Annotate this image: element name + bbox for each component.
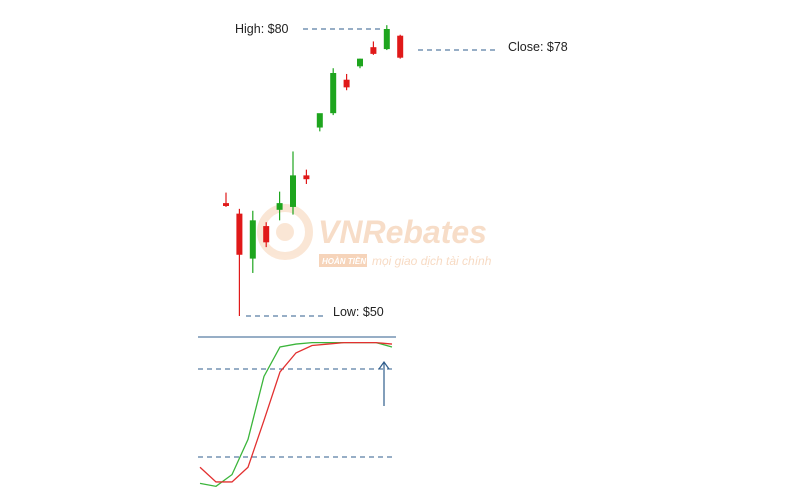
candle-body-down (343, 79, 350, 88)
low-label: Low: $50 (333, 305, 384, 319)
close-label: Close: $78 (508, 40, 568, 54)
candle-body-down (263, 226, 270, 243)
candle (370, 41, 377, 55)
candle (343, 73, 350, 91)
candle-body-up (249, 220, 256, 259)
watermark-badge (319, 254, 367, 267)
candle (249, 210, 256, 273)
watermark-brand-prefix: VN (318, 214, 363, 250)
candle-body-up (357, 58, 363, 67)
candle (357, 58, 363, 69)
brand-logo-icon (257, 204, 313, 260)
candle-body-up (276, 203, 283, 210)
candle (383, 25, 390, 51)
candle-body-down (303, 175, 310, 180)
candle-body-up (316, 113, 323, 128)
candle (263, 222, 270, 248)
oscillator-lines (199, 341, 393, 488)
candle (290, 151, 296, 215)
candle (276, 191, 283, 221)
watermark-tagline: mọi giao dịch tài chính (372, 254, 492, 268)
candle-body-down (236, 213, 243, 255)
candlestick-panel: High: $80 Close: $78 Low: $50 (223, 22, 568, 319)
candles (223, 25, 404, 316)
candle (316, 113, 323, 132)
fast-line (199, 341, 393, 488)
slow-line (199, 341, 393, 483)
watermark-brand-suffix: Rebates (362, 214, 487, 250)
candle (397, 34, 404, 59)
candle (330, 68, 337, 116)
candle (303, 169, 310, 184)
price-guides (246, 28, 497, 317)
candle-body-down (223, 203, 229, 206)
up-arrow-icon (378, 360, 390, 406)
candle (236, 208, 243, 316)
candle-body-down (370, 47, 377, 54)
candle-body-down (397, 35, 404, 58)
candle-body-up (383, 29, 390, 50)
watermark-brand: VNRebates (318, 214, 487, 250)
candle (223, 192, 229, 207)
candle-body-up (330, 73, 337, 114)
high-label: High: $80 (235, 22, 289, 36)
watermark: VNRebates HOÀN TIỀN mọi giao dịch tài ch… (257, 204, 492, 268)
candle-body-up (290, 175, 296, 207)
oscillator-panel (198, 336, 396, 488)
watermark-badge-text: HOÀN TIỀN (322, 256, 366, 266)
